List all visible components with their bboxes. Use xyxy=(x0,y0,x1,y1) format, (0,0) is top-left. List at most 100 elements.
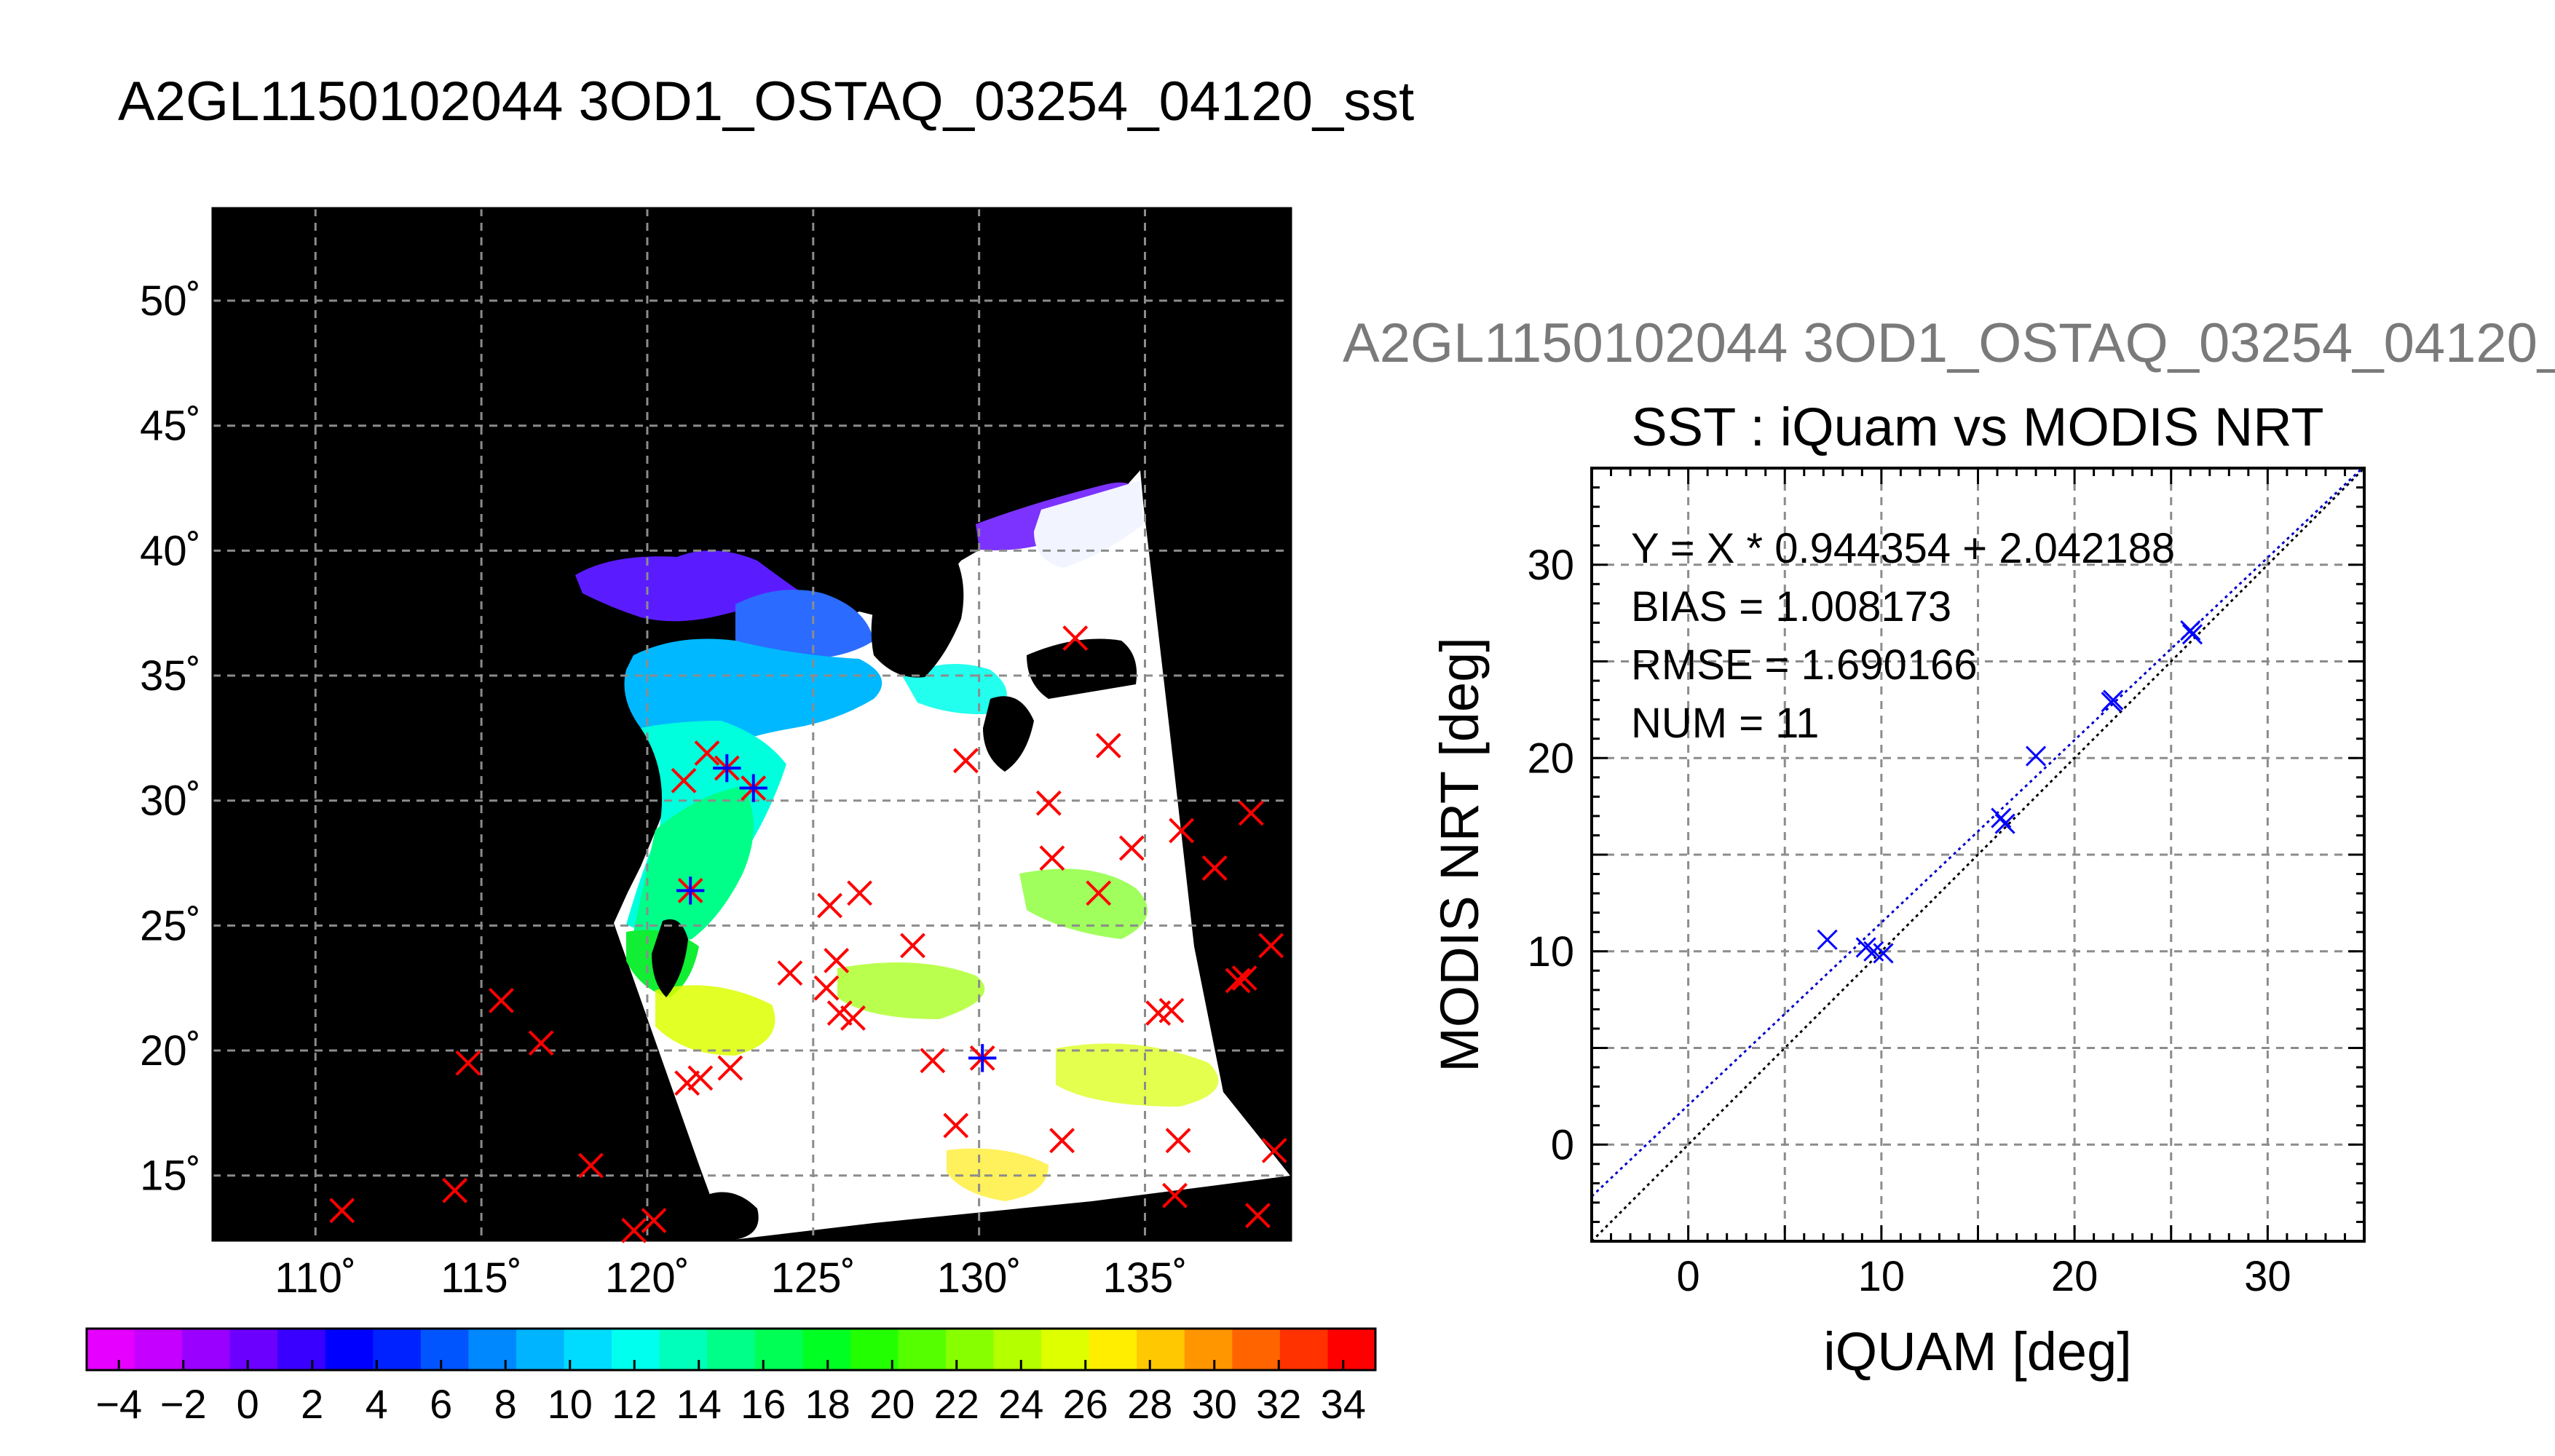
lat-tick-label: 15˚ xyxy=(140,1152,201,1200)
sst-map: 110˚ 115˚ 120˚ 125˚ 130˚ 135˚ 15˚ 20˚ 25˚ 30˚ 35˚ 4… xyxy=(140,207,1292,1302)
map-iquam-point xyxy=(777,960,803,986)
colorbar-cell xyxy=(1184,1329,1233,1370)
scatter-point-stroke-b xyxy=(1991,807,2012,828)
y-tick-label: 0 xyxy=(1551,1121,1574,1168)
colorbar-tick-label: 34 xyxy=(1321,1381,1366,1427)
scatter-point xyxy=(2181,624,2203,645)
y-tick-label: 10 xyxy=(1527,928,1574,976)
lat-tick-label: 50˚ xyxy=(140,277,201,325)
map-iquam-point xyxy=(1039,845,1065,871)
map-iquam-point xyxy=(1258,933,1284,959)
map-iquam-point xyxy=(1169,818,1195,844)
colorbar-cell xyxy=(516,1329,565,1370)
lon-tick-label: 120˚ xyxy=(605,1254,690,1302)
scatter-point-stroke-b xyxy=(1873,943,1894,964)
colorbar-cell xyxy=(373,1329,422,1370)
scatter-point xyxy=(2180,620,2201,641)
colorbar-cell xyxy=(325,1329,374,1370)
scatter-point-stroke-b xyxy=(2026,745,2047,767)
scatter-annotations: Y = X * 0.944354 + 2.042188 BIAS = 1.0081… xyxy=(1631,525,2175,747)
map-iquam-point xyxy=(528,1030,554,1056)
map-iquam-point xyxy=(674,1070,700,1096)
map-iquam-point-stroke-b xyxy=(777,960,803,986)
map-iquam-point-stroke-b xyxy=(1201,855,1228,881)
colorbar-tick-label: 32 xyxy=(1256,1381,1301,1427)
map-iquam-point xyxy=(826,1000,853,1026)
map-iquam-point-stroke-b xyxy=(1049,1128,1075,1154)
lat-tick-label: 25˚ xyxy=(140,902,201,949)
map-iquam-point xyxy=(840,1005,866,1031)
colorbar-tick-label: 12 xyxy=(612,1381,657,1427)
map-iquam-point-stroke-b xyxy=(817,893,843,919)
map-matched-point xyxy=(968,1044,997,1072)
x-axis-label: iQUAM [deg] xyxy=(1823,1321,2132,1382)
map-iquam-point-stroke-b xyxy=(687,1065,714,1091)
map-iquam-point-stroke-b xyxy=(1086,880,1112,906)
map-matched-point xyxy=(713,753,741,783)
colorbar-cell xyxy=(1041,1329,1090,1370)
colorbar-cell xyxy=(707,1329,756,1370)
scatter-point xyxy=(2026,745,2047,767)
scatter-header: A2GL1150102044 3OD1_OSTAQ_03254_04120_s xyxy=(1343,312,2555,374)
scatter-point xyxy=(1873,943,1894,964)
map-iquam-point xyxy=(671,767,697,794)
colorbar-tick-label: 16 xyxy=(741,1381,786,1427)
colorbar-tick-label: −2 xyxy=(160,1381,207,1427)
map-iquam-point-stroke-b xyxy=(671,767,697,794)
scatter-point xyxy=(1994,813,2015,834)
x-tick-label: 10 xyxy=(1858,1253,1906,1300)
yellow-sea-cold xyxy=(735,590,874,659)
map-grid xyxy=(213,208,1291,1241)
x-tick-label: 20 xyxy=(2051,1253,2098,1300)
colorbar-tick-label: 10 xyxy=(548,1381,593,1427)
map-iquam-point xyxy=(1261,1137,1287,1163)
colorbar-tick-label: 18 xyxy=(805,1381,850,1427)
colorbar-tick-label: −4 xyxy=(95,1381,142,1427)
scatter-point xyxy=(1855,937,1876,958)
map-matched-point xyxy=(739,774,767,802)
coastal-green-band xyxy=(633,786,754,942)
kuroshio-green-1 xyxy=(1019,869,1148,939)
identity-line xyxy=(1592,468,2364,1241)
map-iquam-point xyxy=(1158,997,1185,1024)
scatter-points xyxy=(1817,620,2203,964)
scatter-point-stroke-b xyxy=(1994,813,2015,834)
japan-sea-white xyxy=(1034,480,1143,568)
scatter-point-stroke-b xyxy=(1817,929,1838,950)
colorbar-cell xyxy=(612,1329,660,1370)
colorbar: −4 −2 0 2 4 6 8 10 12 14 16 18 20 22 24 26 28 30 32 34 xyxy=(85,1327,1377,1427)
colorbar-cell xyxy=(1327,1329,1376,1370)
colorbar-cell xyxy=(1232,1329,1281,1370)
map-iquam-point xyxy=(1225,968,1251,994)
map-iquam-point-stroke-b xyxy=(442,1177,468,1203)
scatter-point-stroke-b xyxy=(1863,941,1884,962)
map-iquam-point xyxy=(1201,855,1228,881)
scatter-point-stroke-b xyxy=(1855,937,1876,958)
colorbar-tick-label: 28 xyxy=(1127,1381,1172,1427)
map-iquam-point-stroke-b xyxy=(1035,790,1062,816)
colorbar-cells xyxy=(87,1329,1376,1370)
map-iquam-point-stroke-b xyxy=(1062,625,1089,651)
colorbar-cell xyxy=(850,1329,899,1370)
map-iquam-point xyxy=(1165,1128,1191,1154)
warm-yellow-patch-2 xyxy=(1056,1043,1219,1107)
colorbar-cell xyxy=(659,1329,708,1370)
map-iquam-point xyxy=(694,740,720,766)
map-iquam-point-stroke-b xyxy=(1225,968,1251,994)
map-iquam-point-stroke-b xyxy=(1165,1128,1191,1154)
lon-tick-label: 135˚ xyxy=(1102,1254,1187,1302)
map-iquam-point-stroke-b xyxy=(900,933,925,959)
stats-annotation: Y = X * 0.944354 + 2.042188 xyxy=(1631,525,2175,572)
map-iquam-point-stroke-b xyxy=(1162,1182,1188,1208)
colorbar-cell xyxy=(420,1329,469,1370)
map-iquam-point xyxy=(1238,800,1264,826)
colorbar-tick-label: 8 xyxy=(494,1381,517,1427)
map-iquam-point-stroke-b xyxy=(1169,818,1195,844)
map-iquam-point-stroke-b xyxy=(1238,800,1264,826)
honshu-land xyxy=(1027,638,1137,699)
map-iquam-point xyxy=(1095,732,1121,759)
scatter-title: SST : iQuam vs MODIS NRT xyxy=(1631,397,2323,457)
map-iquam-point xyxy=(442,1177,468,1203)
scatter-grid xyxy=(1592,468,2364,1241)
